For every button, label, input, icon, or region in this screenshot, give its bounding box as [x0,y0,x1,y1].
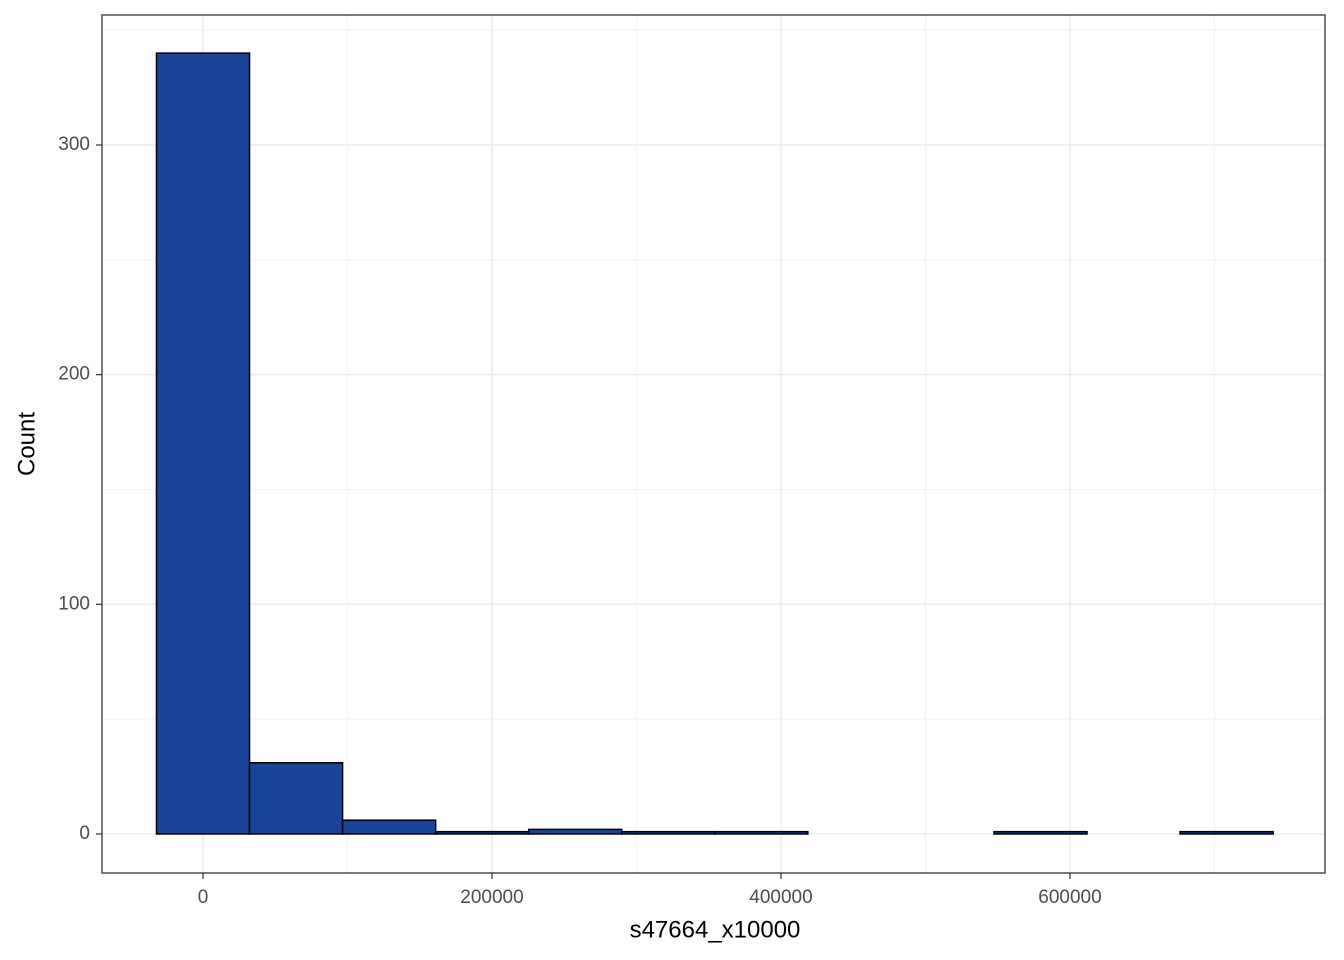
bar [434,830,530,835]
bar [993,830,1088,835]
x-tick-label: 200000 [460,887,523,908]
bar [248,762,344,835]
y-tick-label: 0 [79,823,90,844]
x-tick-label: 600000 [1038,887,1101,908]
y-tick-label: 300 [58,134,90,155]
x-axis-title: s47664_x10000 [630,916,801,943]
bar [341,819,437,835]
x-tick-label: 0 [198,887,209,908]
bar [155,52,251,835]
bar [527,828,623,835]
panel-border [101,14,1326,874]
bar [620,830,716,835]
bar [714,830,809,835]
y-tick-label: 200 [58,364,90,385]
y-tick-label: 100 [58,593,90,614]
x-tick-label: 400000 [749,887,812,908]
y-axis-title: Count [13,412,40,476]
bar [1179,830,1274,835]
